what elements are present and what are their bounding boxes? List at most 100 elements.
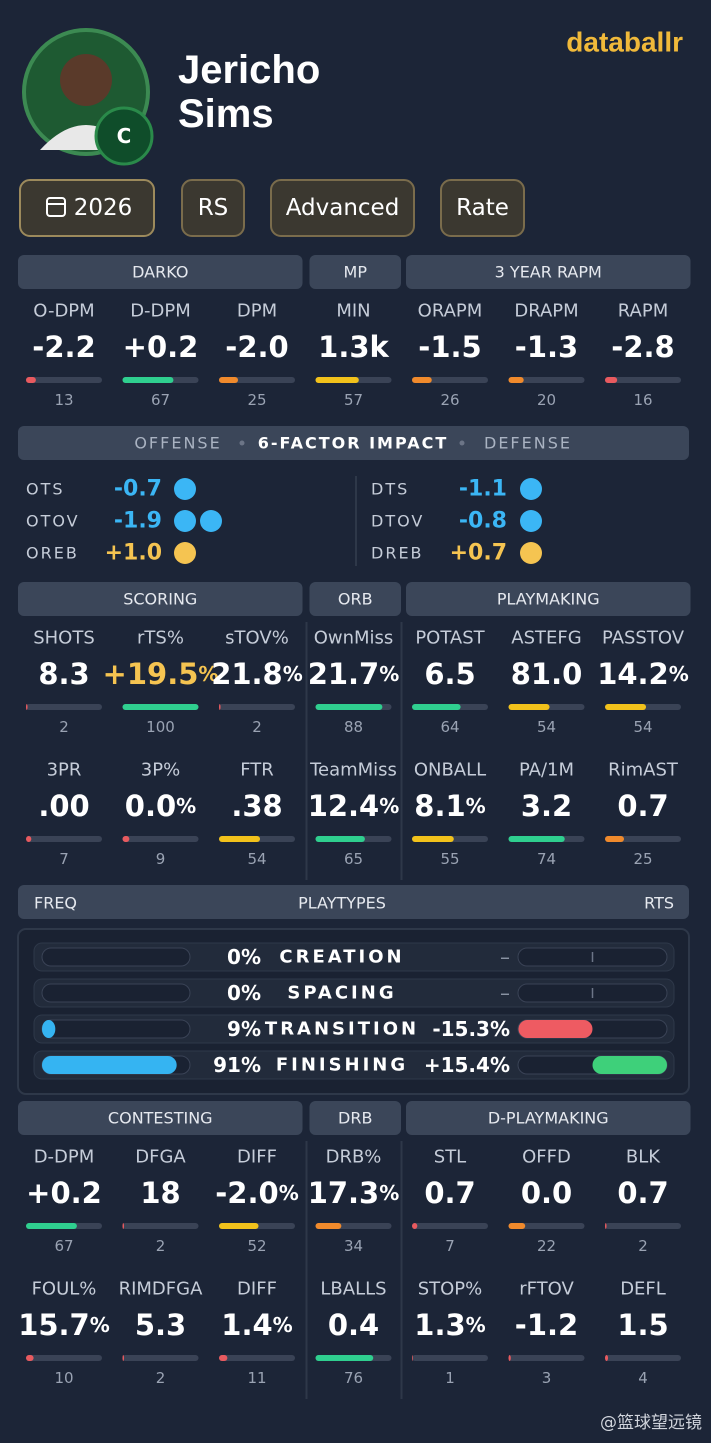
section-header xyxy=(309,255,401,289)
percentile-bar xyxy=(122,836,130,842)
rts-bar xyxy=(518,1020,593,1038)
percentile-bar xyxy=(122,1223,125,1229)
filter-button[interactable] xyxy=(270,179,415,237)
percentile-track xyxy=(122,836,199,842)
section-header xyxy=(18,582,303,616)
percentile: 54 xyxy=(633,718,652,736)
filter-label: 2026 xyxy=(74,195,133,221)
stat-value: +19.5% xyxy=(103,657,219,691)
filter-label: Rate xyxy=(456,195,509,221)
percentile-bar xyxy=(26,377,36,383)
playtype-title: RTS xyxy=(644,894,674,913)
percentile-track xyxy=(219,704,295,710)
stat-label: BLK xyxy=(626,1147,661,1168)
percentile: 10 xyxy=(54,1369,73,1387)
factor-label: DTOV xyxy=(371,512,424,531)
percentile: 54 xyxy=(537,718,556,736)
group-title: DRB xyxy=(338,1109,372,1128)
stat-value: 8.1% xyxy=(414,789,485,823)
filter-button[interactable] xyxy=(440,179,525,237)
position-badge xyxy=(94,106,154,166)
filter-button[interactable] xyxy=(19,179,155,237)
playtype-name: FINISHING xyxy=(276,1055,408,1076)
stat-value: 81.0 xyxy=(511,657,583,691)
stat-label: DRAPM xyxy=(514,301,578,322)
percentile-bar xyxy=(412,704,461,710)
rts-label: +15.4% xyxy=(424,1053,510,1077)
filter-button[interactable] xyxy=(181,179,245,237)
percentile: 88 xyxy=(344,718,363,736)
percentile: 74 xyxy=(537,850,556,868)
percentile-bar xyxy=(412,377,432,383)
factor-label: OTS xyxy=(26,480,65,499)
factor-value: +0.7 xyxy=(450,541,507,566)
percentile-bar xyxy=(122,1355,125,1361)
stat-value: -2.8 xyxy=(611,330,674,364)
stat-label: PASSTOV xyxy=(602,628,685,649)
stat-value: 0.0 xyxy=(521,1176,572,1210)
percentile: 11 xyxy=(247,1369,266,1387)
percentile-bar xyxy=(219,704,221,710)
percentile: 2 xyxy=(59,718,69,736)
percentile-track xyxy=(605,1223,681,1229)
percentile-bar xyxy=(315,1355,374,1361)
stat-value: .00 xyxy=(38,789,89,823)
playtype-name: TRANSITION xyxy=(265,1019,419,1040)
stat-value: .38 xyxy=(231,789,282,823)
factor-value: -0.8 xyxy=(459,509,507,534)
stat-label: MIN xyxy=(336,301,370,322)
percentile-track xyxy=(219,1355,295,1361)
factor-title: OFFENSE xyxy=(134,434,221,453)
percentile-track xyxy=(508,1223,585,1229)
position: C xyxy=(117,124,132,148)
stat-label: OwnMiss xyxy=(314,628,394,649)
section-header xyxy=(18,885,689,919)
percentile-track xyxy=(412,1223,488,1229)
percentile-track xyxy=(605,836,681,842)
percentile-track xyxy=(26,836,102,842)
stat-value: 1.3k xyxy=(318,330,389,364)
stat-label: rFTOV xyxy=(519,1279,574,1300)
percentile: 1 xyxy=(445,1369,455,1387)
percentile-bar xyxy=(219,1223,259,1229)
percentile: 4 xyxy=(638,1369,648,1387)
stat-label: 3P% xyxy=(141,760,180,781)
stat-value: 17.3% xyxy=(308,1176,400,1210)
group-title: CONTESTING xyxy=(108,1109,213,1128)
section-header xyxy=(406,582,691,616)
stat-label: DFGA xyxy=(135,1147,186,1168)
percentile-bar xyxy=(508,704,550,710)
stat-label: sTOV% xyxy=(225,628,289,649)
percentile-track xyxy=(508,377,585,383)
factor-label: OTOV xyxy=(26,512,80,531)
percentile-bar xyxy=(605,1223,607,1229)
percentile: 16 xyxy=(633,391,652,409)
percentile: 25 xyxy=(247,391,266,409)
freq-label: 0% xyxy=(227,945,261,969)
stat-value: 6.5 xyxy=(424,657,475,691)
percentile: 13 xyxy=(54,391,73,409)
section-header xyxy=(406,255,691,289)
freq-bar xyxy=(42,1020,56,1038)
percentile-bar xyxy=(315,836,365,842)
factor-dot xyxy=(174,478,196,500)
group-title: SCORING xyxy=(123,590,197,609)
filter-label: Advanced xyxy=(286,195,400,221)
stat-label: RIMDFGA xyxy=(119,1279,204,1300)
percentile: 57 xyxy=(344,391,363,409)
stat-value: 0.7 xyxy=(617,789,668,823)
stat-value: 21.7% xyxy=(308,657,400,691)
factor-value: -1.1 xyxy=(459,477,507,502)
stat-label: 3PR xyxy=(47,760,82,781)
group-title: D-PLAYMAKING xyxy=(488,1109,609,1128)
first-name: Jericho xyxy=(178,48,320,92)
percentile-track xyxy=(26,704,102,710)
factor-value: +1.0 xyxy=(105,541,162,566)
factor-label: DREB xyxy=(371,544,424,563)
avatar-head xyxy=(60,54,112,106)
separator-dot xyxy=(239,440,245,446)
percentile-bar xyxy=(219,377,238,383)
group-title: 3 YEAR RAPM xyxy=(495,263,602,282)
percentile: 100 xyxy=(146,718,175,736)
